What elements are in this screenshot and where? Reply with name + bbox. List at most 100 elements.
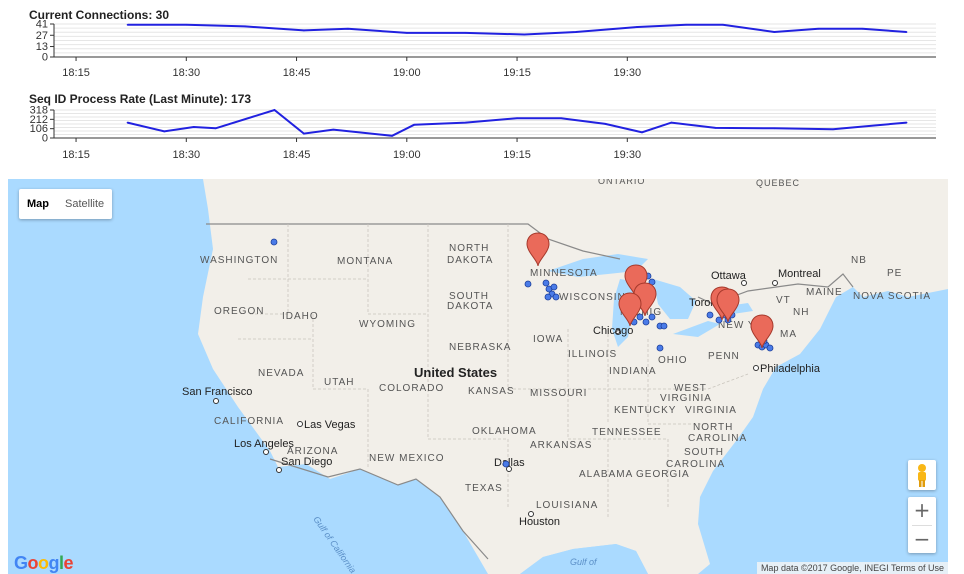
lake-erie (673, 321, 720, 337)
label-illinois: ILLINOIS (568, 349, 617, 360)
y-tick-label: 212 (30, 114, 48, 126)
data-point (464, 121, 467, 124)
water-gulf-of-california: Gulf of California (311, 514, 358, 574)
street-view-pegman-button[interactable] (908, 460, 936, 490)
data-point (604, 123, 607, 125)
city-houston: Houston (519, 516, 560, 528)
data-point (332, 128, 335, 131)
city-dallas: Dallas (494, 457, 525, 469)
city-philadelphia: Philadelphia (760, 363, 821, 375)
label-iowa: IOWA (533, 334, 563, 345)
city-san-francisco: San Francisco (182, 386, 252, 398)
us-mexico-border (269, 458, 489, 560)
data-point (773, 127, 776, 130)
y-tick-label: 41 (36, 19, 48, 31)
label-louisiana: LOUISIANA (536, 500, 598, 511)
data-point (817, 28, 820, 30)
map-type-satellite-button[interactable]: Satellite (65, 198, 105, 210)
label-pe: PE (887, 268, 902, 279)
data-point (185, 24, 188, 26)
zoom-in-button[interactable]: + (913, 498, 931, 522)
city-ottawa: Ottawa (711, 270, 747, 282)
data-point (214, 127, 217, 130)
map-type-map-button[interactable]: Map (27, 198, 49, 210)
map-marker (618, 292, 642, 327)
zoom-control: + − (908, 497, 936, 553)
city-los-angeles: Los Angeles (234, 438, 294, 450)
data-point (347, 28, 349, 30)
data-point (391, 134, 393, 137)
data-point (685, 24, 687, 26)
data-point (244, 25, 246, 28)
label-california: CALIFORNIA (214, 416, 284, 427)
data-point (832, 128, 834, 130)
data-point (303, 29, 305, 32)
label-arizona: ARIZONA (287, 446, 338, 457)
label-north-dakota-2: DAKOTA (447, 255, 493, 266)
location-markers[interactable] (526, 232, 774, 349)
label-north-carolina-1: NORTH (693, 422, 733, 433)
data-point (633, 26, 636, 29)
y-tick-label: 27 (36, 30, 48, 42)
gulf-of-mexico (520, 544, 648, 574)
label-idaho: IDAHO (282, 311, 319, 322)
label-new-york: NEW Y (718, 320, 756, 331)
y-tick-label: 0 (42, 52, 48, 64)
label-nevada: NEVADA (258, 368, 304, 379)
label-alabama: ALABAMA (579, 469, 633, 480)
label-united-states: United States (414, 365, 497, 380)
label-nh: NH (793, 307, 809, 318)
label-ontario: ONTARIO (598, 179, 645, 186)
label-kansas: KANSAS (468, 386, 515, 397)
water-gulf-of-mexico: Gulf of (570, 557, 598, 567)
data-point (163, 130, 166, 133)
y-tick-label: 13 (36, 41, 48, 53)
x-tick-label: 19:00 (393, 67, 421, 79)
google-logo[interactable]: Google (14, 553, 74, 573)
label-maine: MAINE (806, 287, 843, 298)
data-point (773, 31, 776, 33)
label-montana: MONTANA (337, 256, 393, 267)
seq-rate-chart-panel: Seq ID Process Rate (Last Minute): 173 0… (0, 90, 964, 178)
label-quebec: QUEBEC (756, 179, 800, 188)
city-montreal: Montreal (778, 268, 821, 280)
label-arkansas: ARKANSAS (530, 440, 592, 451)
connections-chart-panel: Current Connections: 30 0 13 27 41 18:15 18:3… (0, 0, 964, 90)
label-wisconsin: WISCONSIN (559, 292, 626, 303)
map-marker (633, 282, 657, 317)
connections-chart-title: Current Connections: 30 (29, 8, 170, 22)
map-view[interactable]: ONTARIO QUEBEC WASHINGTON MONTANA NORTH … (8, 179, 948, 574)
label-south-dakota-2: DAKOTA (447, 301, 493, 312)
label-ohio: OHIO (658, 355, 688, 366)
label-nebraska: NEBRASKA (449, 342, 511, 353)
lake-huron (653, 279, 696, 319)
label-west-virginia-1: WEST (674, 383, 707, 394)
label-minnesota: MINNESOTA (530, 268, 598, 279)
map-marker (526, 232, 550, 267)
data-point (905, 121, 908, 124)
label-south-dakota-1: SOUTH (449, 291, 489, 302)
data-point (861, 28, 864, 30)
city-san-diego: San Diego (281, 456, 332, 468)
label-tennessee: TENNESSEE (592, 427, 662, 438)
label-utah: UTAH (324, 377, 354, 388)
label-south-carolina-1: SOUTH (684, 447, 724, 458)
map-canvas[interactable]: ONTARIO QUEBEC WASHINGTON MONTANA NORTH … (8, 179, 948, 574)
x-tick-label: 19:00 (393, 149, 421, 161)
x-tick-label: 18:30 (173, 149, 201, 161)
label-north-dakota-1: NORTH (449, 243, 489, 254)
land-mass (8, 179, 948, 574)
zoom-out-button[interactable]: − (913, 527, 931, 551)
map-attribution[interactable]: Map data ©2017 Google, INEGI Terms of Us… (756, 562, 948, 574)
data-point (464, 32, 467, 34)
data-point (192, 126, 195, 128)
data-point (714, 127, 717, 129)
seq-rate-chart-title: Seq ID Process Rate (Last Minute): 173 (29, 92, 252, 106)
label-michigan: MICHIG (620, 307, 662, 318)
label-missouri: MISSOURI (530, 388, 587, 399)
label-nb: NB (851, 255, 867, 266)
map-marker (716, 288, 740, 323)
label-kentucky: KENTUCKY (614, 405, 676, 416)
data-point (126, 24, 129, 26)
